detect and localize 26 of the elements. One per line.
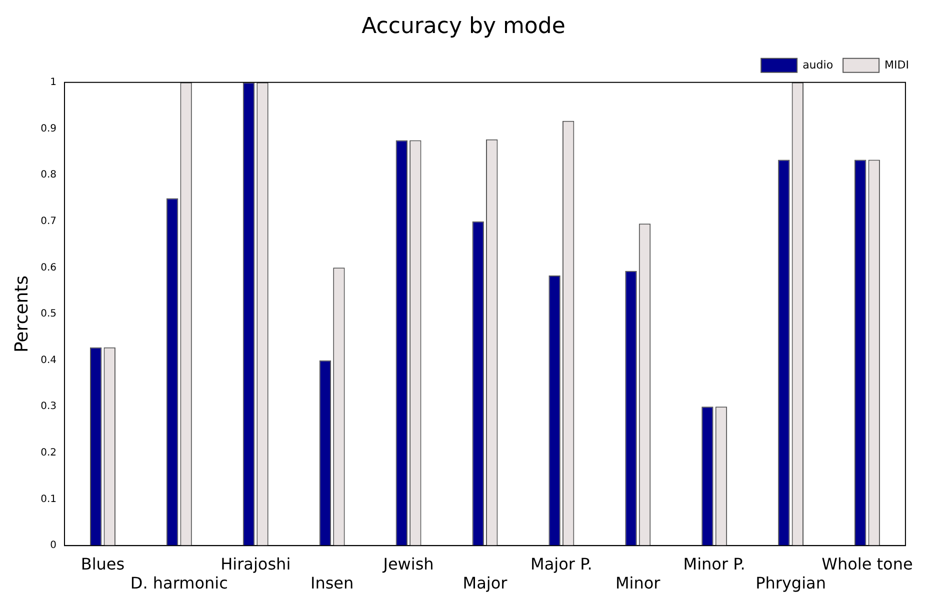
x-tick-label: Insen xyxy=(310,574,354,593)
y-tick-label: 1 xyxy=(50,76,57,88)
x-tick-label: Whole tone xyxy=(822,554,913,574)
x-tick-label: Phrygian xyxy=(756,574,826,593)
x-tick-label: D. harmonic xyxy=(130,574,228,593)
x-tick-label: Minor P. xyxy=(683,554,746,574)
y-tick-label: 0.6 xyxy=(40,262,57,274)
x-tick-label: Blues xyxy=(80,554,125,574)
x-tick-label: Major P. xyxy=(530,554,592,574)
y-tick-label: 0.2 xyxy=(40,448,57,459)
y-tick-label: 0.4 xyxy=(40,354,57,366)
x-tick-label: Hirajoshi xyxy=(220,554,291,574)
y-tick-label: 0 xyxy=(50,540,57,552)
y-tick-label: 0.3 xyxy=(40,401,57,412)
x-tick-label: Jewish xyxy=(382,554,434,574)
x-tick-label: Major xyxy=(462,574,508,593)
chart-title: Accuracy by mode xyxy=(362,14,566,39)
y-axis-title: Percents xyxy=(11,275,32,353)
x-tick-label: Minor xyxy=(616,574,661,593)
legend-label: audio xyxy=(802,58,834,72)
y-tick-label: 0.5 xyxy=(40,308,57,320)
y-tick-label: 0.8 xyxy=(40,170,57,181)
y-tick-label: 0.7 xyxy=(40,216,57,227)
y-tick-label: 0.1 xyxy=(40,494,57,505)
legend-label: MIDI xyxy=(884,58,910,72)
y-tick-label: 0.9 xyxy=(40,123,57,134)
